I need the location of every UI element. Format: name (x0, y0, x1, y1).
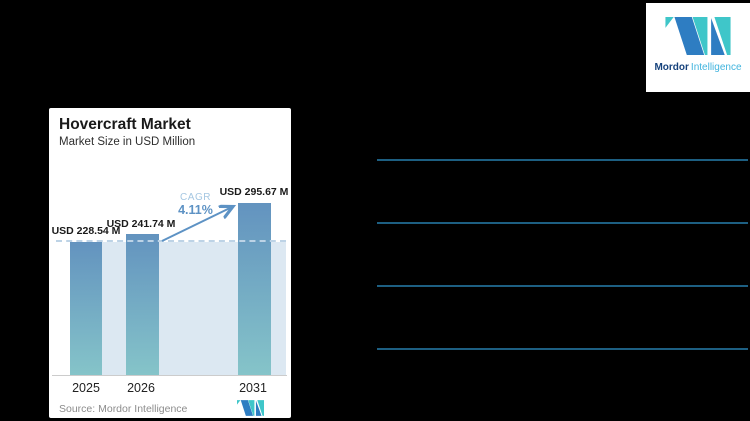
brand-name-light: Intelligence (690, 62, 742, 73)
divider-line (377, 159, 748, 161)
value-label-2026: USD 241.74 M (106, 218, 176, 230)
bar-2025 (70, 242, 102, 375)
divider-line (377, 285, 748, 287)
growth-arrow-icon (161, 198, 244, 242)
value-label-2025: USD 228.54 M (51, 225, 121, 237)
chart-title: Hovercraft Market (59, 116, 191, 133)
divider-line (377, 348, 748, 350)
x-tick-2026: 2026 (127, 381, 155, 395)
cagr-value: 4.11% (178, 203, 213, 217)
divider-line (377, 222, 748, 224)
brand-wordmark: Mordor Intelligence (646, 62, 750, 73)
bar-2031 (238, 203, 271, 375)
market-chart-card: Hovercraft Market Market Size in USD Mil… (49, 108, 291, 418)
x-axis-line (52, 375, 287, 376)
mordor-intelligence-logo-icon (665, 17, 731, 55)
cagr-label: CAGR (180, 192, 211, 203)
x-tick-2031: 2031 (239, 381, 267, 395)
value-label-2031: USD 295.67 M (219, 186, 289, 198)
x-tick-2025: 2025 (72, 381, 100, 395)
reference-dashed-line (56, 240, 286, 242)
brand-card: Mordor Intelligence (646, 3, 750, 92)
source-attribution: Source: Mordor Intelligence (59, 403, 188, 415)
bar-2026 (126, 234, 159, 375)
brand-name-bold: Mordor (654, 62, 689, 73)
mordor-intelligence-mini-logo-icon (237, 400, 264, 416)
chart-subtitle: Market Size in USD Million (59, 136, 196, 148)
